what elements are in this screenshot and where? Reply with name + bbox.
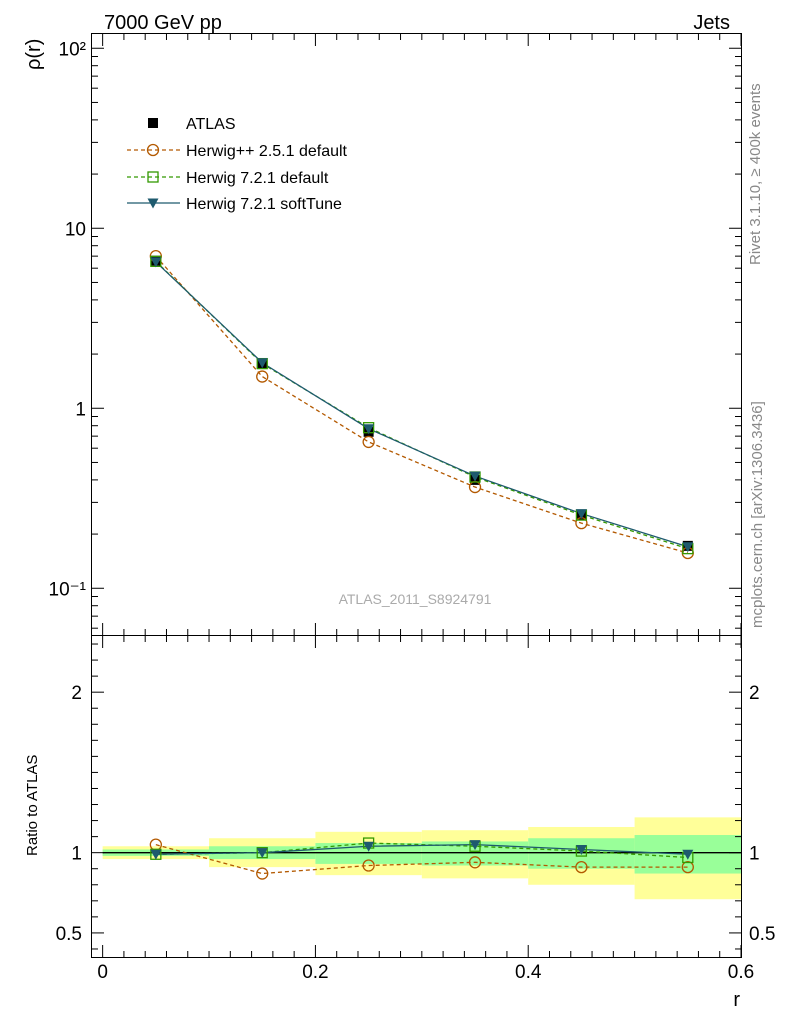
softtune-marker: [256, 358, 268, 369]
legend-label-herwigpp: Herwig++ 2.5.1 default: [186, 143, 348, 160]
ratio-axis-ticks: 0.5 0.5 1 1 2 2 0 0.2 0.4 0.6: [56, 636, 775, 983]
legend-label-softtune: Herwig 7.2.1 softTune: [186, 196, 342, 213]
herwig721-ratio-line: [155, 842, 688, 859]
herwigpp-marker: [362, 859, 375, 872]
softtune-marker: [150, 257, 162, 268]
herwig721-line: [155, 260, 688, 550]
x-tick-label: 0.6: [728, 962, 754, 983]
ratio-frame: [91, 635, 742, 958]
watermark-label: ATLAS_2011_S8924791: [339, 591, 492, 607]
herwigpp-marker: [256, 370, 269, 383]
mcplots-label: mcplots.cern.ch [arXiv:1306.3436]: [749, 401, 766, 628]
softtune-marker: [575, 509, 587, 520]
ratio-uncertainty-bands: [102, 817, 741, 900]
softtune-marker: [363, 424, 375, 435]
legend-marker-atlas: [148, 118, 158, 128]
ratio-series-layer: [149, 837, 694, 880]
ratio-y-tick-label-right: 0.5: [749, 924, 775, 945]
x-axis-title: r: [733, 989, 740, 1011]
legend-marker-herwigpp: [146, 143, 160, 157]
softtune-marker: [363, 841, 375, 852]
x-tick-label: 0.2: [302, 962, 328, 983]
softtune-marker: [575, 844, 587, 855]
herwigpp-marker: [468, 856, 482, 869]
main-y-tick-label: 10²: [59, 39, 86, 60]
legend: ATLAS Herwig++ 2.5.1 default Herwig 7.2.…: [127, 116, 348, 213]
herwigpp-marker: [362, 435, 375, 449]
x-tick-label: 0.4: [515, 962, 542, 983]
legend-label-herwig721: Herwig 7.2.1 default: [186, 170, 329, 187]
herwigpp-line: [155, 255, 688, 554]
ratio-y-tick-label-left: 2: [71, 683, 82, 704]
header-right-label: Jets: [693, 12, 730, 34]
herwigpp-ratio-line: [155, 844, 688, 875]
ratio-y-tick-label-right: 1: [749, 844, 760, 865]
softtune-marker: [469, 840, 481, 851]
x-tick-label: 0: [97, 962, 108, 983]
legend-marker-softtune: [147, 198, 159, 209]
ratio-y-axis-title: Ratio to ATLAS: [24, 755, 41, 856]
legend-label-atlas: ATLAS: [186, 116, 236, 133]
ratio-y-tick-label-left: 1: [71, 844, 82, 865]
softtune-marker: [256, 848, 268, 859]
main-y-tick-label: 10⁻¹: [49, 579, 87, 600]
ratio-y-tick-label-right: 2: [749, 683, 760, 704]
main-y-tick-label: 10: [65, 219, 86, 240]
softtune-marker: [682, 849, 694, 860]
main-axis-ticks: 10⁻¹ 1 10 10²: [49, 34, 742, 635]
main-y-axis-title: ρ(r): [23, 39, 45, 70]
softtune-ratio-line: [155, 843, 688, 855]
herwigpp-marker: [575, 860, 588, 874]
header-left-label: 7000 GeV pp: [104, 12, 222, 34]
ratio-y-tick-label-left: 0.5: [56, 924, 82, 945]
legend-marker-herwig721: [147, 171, 159, 183]
rivet-label: Rivet 3.1.10, ≥ 400k events: [747, 83, 764, 265]
main-y-tick-label: 1: [75, 399, 86, 420]
softtune-marker: [682, 542, 694, 553]
herwigpp-marker: [256, 867, 269, 880]
softtune-line: [155, 261, 688, 548]
softtune-marker: [150, 849, 162, 860]
herwigpp-marker: [681, 860, 694, 874]
main-series-layer: [149, 249, 694, 560]
softtune-marker: [469, 471, 481, 482]
